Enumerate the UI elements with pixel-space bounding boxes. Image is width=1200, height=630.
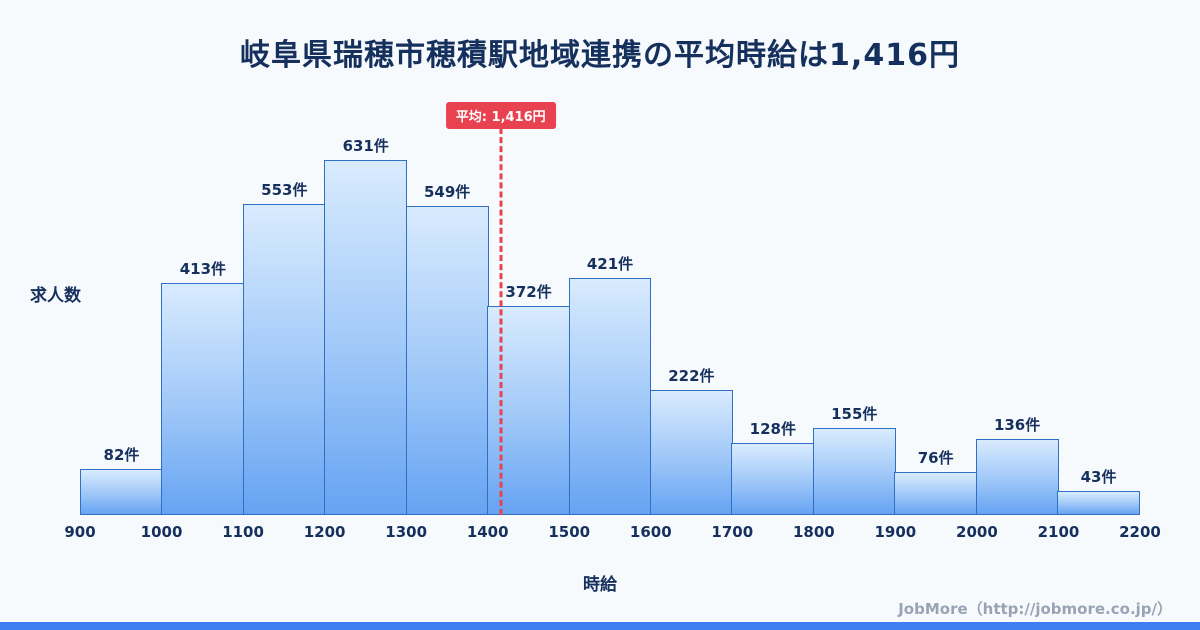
histogram-bar: 128件 xyxy=(731,420,815,515)
x-tick-label: 1500 xyxy=(548,523,591,541)
bar-value-label: 631件 xyxy=(342,137,389,155)
histogram-bar: 43件 xyxy=(1057,468,1140,515)
histogram-bar: 76件 xyxy=(894,449,978,515)
x-tick-label: 1100 xyxy=(222,523,264,541)
histogram-bar: 155件 xyxy=(812,405,896,515)
bar-value-label: 372件 xyxy=(505,282,552,301)
x-tick-label: 2000 xyxy=(956,523,998,541)
x-tick-label: 2100 xyxy=(1037,523,1080,541)
x-tick-label: 1600 xyxy=(629,523,672,541)
bar-value-label: 82件 xyxy=(103,445,140,464)
histogram-bar: 553件 xyxy=(242,181,326,515)
bar-value-label: 549件 xyxy=(423,183,471,202)
histogram-bar: 222件 xyxy=(649,367,733,515)
chart-title: 岐阜県瑞穂市穂積駅地域連携の平均時給は1,416円 xyxy=(240,38,960,73)
histogram-bar: 413件 xyxy=(161,260,245,515)
bars-container: 82件 413件 553件 631件 549件 372件 421件 222件 128件 155件 7… xyxy=(80,137,1140,515)
x-tick-label: 1300 xyxy=(385,523,428,541)
x-tick-label: 1900 xyxy=(874,523,917,541)
plot-area: 82件 413件 553件 631件 549件 372件 421件 222件 128件 155件 7… xyxy=(64,102,1161,541)
bar-value-label: 155件 xyxy=(831,404,878,423)
bar-value-label: 222件 xyxy=(668,367,715,386)
footer-credit: JobMore（http://jobmore.co.jp/） xyxy=(898,600,1172,618)
histogram-bar: 82件 xyxy=(80,446,163,515)
x-axis-label: 時給 xyxy=(583,575,617,595)
histogram-bar: 631件 xyxy=(324,137,408,515)
bar-value-label: 128件 xyxy=(749,420,796,438)
histogram-bar: 421件 xyxy=(568,255,652,515)
y-axis-label: 求人数 xyxy=(30,286,81,306)
average-line xyxy=(499,128,503,515)
histogram-bar: 136件 xyxy=(975,416,1059,515)
bar-value-label: 413件 xyxy=(179,259,227,278)
average-badge: 平均: 1,416円 xyxy=(445,102,556,129)
histogram-bar: 549件 xyxy=(405,183,489,515)
bar-value-label: 421件 xyxy=(586,255,634,274)
x-tick-label: 1800 xyxy=(792,523,835,541)
bottom-strip xyxy=(0,622,1200,630)
x-tick-label: 900 xyxy=(64,523,96,541)
bar-value-label: 553件 xyxy=(261,180,308,199)
x-tick-label: 2200 xyxy=(1119,523,1161,541)
x-tick-label: 1400 xyxy=(466,523,509,541)
bar-value-label: 43件 xyxy=(1080,467,1117,486)
x-tick-label: 1700 xyxy=(711,523,754,541)
bar-value-label: 76件 xyxy=(917,449,954,468)
x-tick-label: 1000 xyxy=(140,523,183,541)
bar-value-label: 136件 xyxy=(993,415,1041,434)
x-tick-label: 1200 xyxy=(303,523,346,541)
